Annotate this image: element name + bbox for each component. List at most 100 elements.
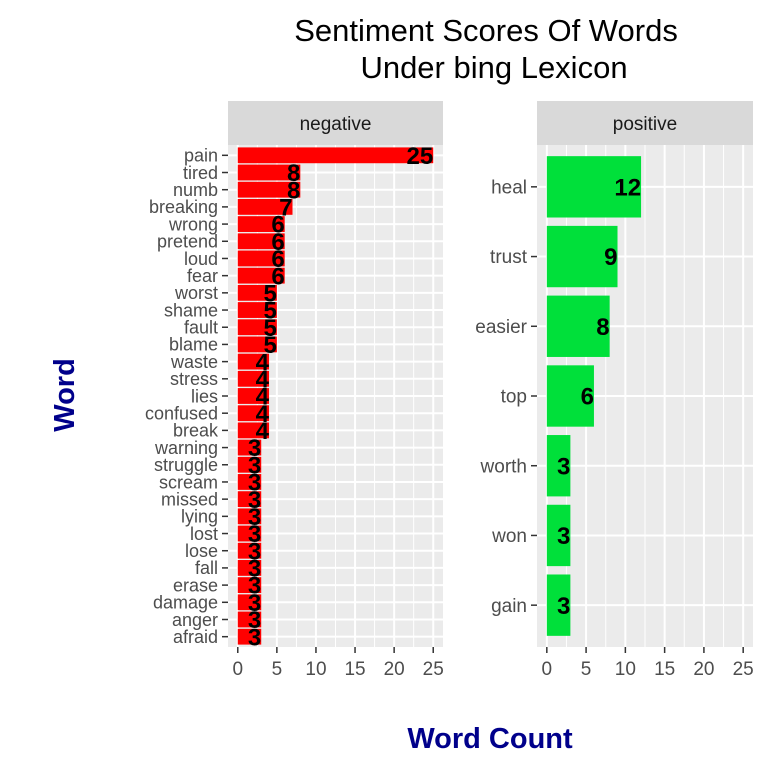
bar-negative-loud: [237, 250, 285, 267]
value-label-pain: 25: [407, 143, 434, 170]
bar-negative-stress: [237, 370, 270, 387]
value-label-fault: 5: [264, 315, 277, 342]
value-label-waste: 4: [256, 349, 270, 376]
bar-negative-pretend: [237, 233, 285, 250]
bar-negative-shame: [237, 302, 277, 318]
y-tick-label-numb: numb: [173, 180, 218, 200]
bar-negative-lying: [237, 508, 262, 525]
y-tick-label-break: break: [173, 421, 219, 441]
x-tick-label: 20: [693, 659, 714, 680]
bar-negative-lose: [237, 542, 262, 559]
bar-negative-wrong: [237, 216, 285, 232]
x-tick-label: 5: [272, 659, 283, 680]
value-label-fall: 3: [248, 556, 261, 583]
value-label-worth: 3: [557, 453, 570, 480]
y-tick-label-scream: scream: [159, 472, 218, 492]
value-label-easier: 8: [596, 314, 609, 341]
y-tick-label-worst: worst: [174, 283, 218, 303]
value-label-scream: 3: [248, 470, 261, 497]
y-tick-label-fear: fear: [187, 266, 218, 286]
x-tick-label: 10: [615, 659, 636, 680]
y-tick-label-waste: waste: [170, 352, 218, 372]
bar-negative-warning: [237, 439, 262, 456]
facet-strip-label: negative: [300, 114, 372, 135]
y-tick-label-loud: loud: [184, 249, 218, 269]
y-tick-label-lying: lying: [181, 507, 218, 527]
x-tick-label: 15: [654, 659, 675, 680]
bar-negative-erase: [237, 577, 262, 594]
value-label-break: 4: [256, 418, 270, 445]
bar-negative-pain: [237, 147, 434, 164]
y-axis-title: Word: [49, 358, 81, 432]
bar-positive-worth: [546, 435, 571, 497]
y-tick-label-trust: trust: [490, 247, 528, 268]
bar-positive-gain: [546, 574, 571, 636]
y-tick-label-shame: shame: [164, 300, 218, 320]
bar-negative-breaking: [237, 198, 293, 215]
value-label-lost: 3: [248, 521, 261, 548]
y-tick-label-wrong: wrong: [168, 214, 218, 234]
value-label-anger: 3: [248, 607, 261, 634]
facet-panel-positive: positive heal trust easier top worth won gain 12…: [475, 101, 754, 680]
y-tick-label-stress: stress: [170, 369, 218, 389]
bar-negative-worst: [237, 284, 277, 301]
bar-negative-break: [237, 422, 270, 439]
value-label-fear: 6: [271, 263, 284, 290]
x-tick-label: 5: [581, 659, 592, 680]
bar-negative-lies: [237, 388, 270, 404]
x-tick-label: 0: [232, 659, 243, 680]
bar-negative-anger: [237, 611, 262, 628]
y-tick-label-missed: missed: [161, 489, 218, 509]
bar-negative-fall: [237, 560, 262, 576]
y-tick-label-lost: lost: [190, 524, 218, 544]
bar-negative-numb: [237, 181, 301, 198]
bar-negative-fault: [237, 319, 277, 336]
bar-positive-won: [546, 504, 571, 567]
value-label-wrong: 6: [271, 212, 284, 239]
value-label-numb: 8: [287, 177, 300, 204]
value-label-gain: 3: [557, 593, 570, 620]
y-tick-label-damage: damage: [153, 593, 218, 613]
value-label-worst: 5: [264, 280, 277, 307]
bar-negative-waste: [237, 353, 270, 370]
y-tick-label-won: won: [491, 526, 527, 547]
bar-negative-scream: [237, 474, 262, 490]
value-label-blame: 5: [264, 332, 277, 359]
facet-strip: [537, 101, 753, 145]
y-tick-label-top: top: [501, 387, 527, 408]
x-tick-label: 25: [423, 659, 444, 680]
y-tick-label-lies: lies: [191, 386, 218, 406]
y-tick-label-heal: heal: [491, 177, 527, 198]
y-tick-label-worth: worth: [480, 456, 527, 477]
value-label-warning: 3: [248, 435, 261, 462]
x-tick-label: 25: [733, 659, 754, 680]
value-label-stress: 4: [256, 366, 270, 393]
y-tick-label-lose: lose: [185, 541, 218, 561]
bar-negative-lost: [237, 525, 262, 542]
value-label-lies: 4: [256, 384, 270, 411]
value-label-trust: 9: [604, 244, 617, 271]
y-tick-label-pretend: pretend: [157, 232, 218, 252]
bar-negative-tired: [237, 164, 301, 181]
value-label-struggle: 3: [248, 452, 261, 479]
bar-negative-confused: [237, 405, 270, 422]
value-label-confused: 4: [256, 401, 270, 428]
facet-panel-negative: negative paintirednumbbreakingwrongpreten…: [145, 101, 444, 680]
bar-negative-damage: [237, 594, 262, 611]
bar-positive-heal: [546, 156, 642, 218]
value-label-top: 6: [581, 384, 594, 411]
value-label-shame: 5: [264, 298, 277, 325]
y-tick-label-warning: warning: [154, 438, 218, 458]
x-tick-label: 20: [384, 659, 405, 680]
value-label-lose: 3: [248, 538, 261, 565]
y-tick-label-fault: fault: [184, 318, 218, 338]
y-tick-label-afraid: afraid: [173, 627, 218, 647]
value-label-heal: 12: [614, 174, 641, 201]
bar-negative-fear: [237, 267, 285, 284]
facet-strip: [228, 101, 443, 145]
value-label-missed: 3: [248, 487, 261, 514]
bar-positive-top: [546, 365, 594, 427]
facet-panels: negative paintirednumbbreakingwrongpreten…: [145, 101, 754, 680]
y-tick-label-tired: tired: [183, 163, 218, 183]
